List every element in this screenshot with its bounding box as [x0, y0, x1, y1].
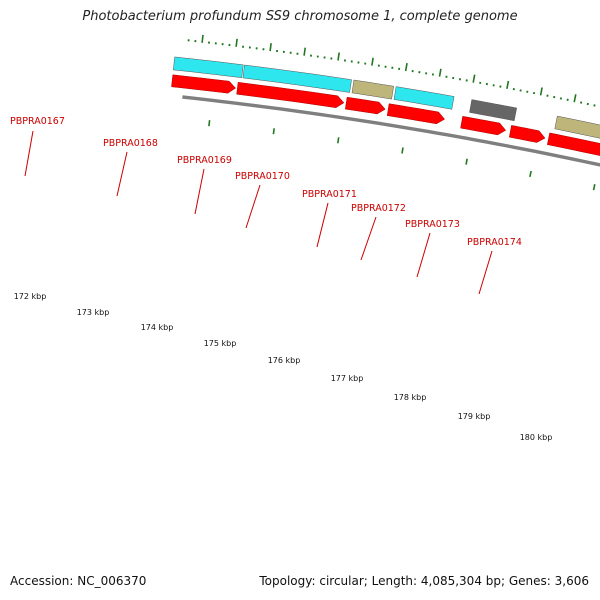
- accession-text: Accession: NC_006370: [10, 574, 147, 588]
- gene-leader-line: [24, 130, 34, 177]
- feature-block: [469, 99, 517, 122]
- cds-arrow: [386, 103, 445, 125]
- feature-block: [554, 115, 600, 139]
- map-title: Photobacterium profundum SS9 chromosome …: [82, 9, 518, 24]
- inner-scale-tick: [592, 184, 596, 191]
- cds-arrow: [460, 116, 507, 136]
- gene-leader-line: [360, 216, 377, 261]
- kbp-label: 173 kbp: [77, 308, 110, 317]
- outer-scale-tick: [438, 68, 442, 77]
- outer-scale-tick: [303, 47, 306, 56]
- cds-arrow: [171, 74, 236, 94]
- feature-block: [173, 56, 244, 78]
- gene-label: PBPRA0170: [235, 171, 290, 182]
- kbp-label: 174 kbp: [141, 323, 174, 332]
- inner-scale-tick: [401, 147, 404, 154]
- inner-scale-tick: [529, 170, 532, 178]
- feature-block: [393, 86, 455, 110]
- gene-leader-line: [245, 184, 261, 229]
- kbp-label: 172 kbp: [14, 292, 47, 301]
- inner-scale-tick: [208, 120, 211, 127]
- genome-backbone: [182, 95, 600, 167]
- kbp-label: 176 kbp: [268, 356, 301, 365]
- outer-scale-tick: [566, 98, 569, 102]
- genome-summary-text: Topology: circular; Length: 4,085,304 bp…: [259, 574, 589, 588]
- kbp-label: 179 kbp: [458, 412, 491, 421]
- kbp-label: 180 kbp: [520, 433, 553, 442]
- feature-block: [242, 64, 352, 93]
- cds-arrow: [547, 132, 600, 156]
- cds-arrow: [236, 82, 345, 108]
- outer-scale-tick: [201, 34, 204, 43]
- outer-scale-tick: [337, 52, 340, 61]
- outer-scale-tick: [404, 62, 408, 72]
- outer-scale-tick: [539, 87, 543, 96]
- inner-scale-tick: [337, 137, 340, 144]
- cds-arrow: [509, 125, 546, 143]
- outer-scale-tick: [472, 74, 476, 83]
- feature-block: [351, 79, 394, 100]
- kbp-label: 177 kbp: [331, 374, 364, 383]
- gene-leader-line: [194, 168, 205, 215]
- gene-label: PBPRA0171: [302, 189, 357, 200]
- gene-label: PBPRA0167: [10, 116, 65, 127]
- outer-scale-tick: [573, 94, 577, 103]
- inner-scale-tick: [272, 128, 275, 135]
- outer-scale-tick: [235, 38, 238, 47]
- gene-leader-line: [116, 151, 128, 197]
- outer-scale-tick: [506, 80, 510, 89]
- gene-label: PBPRA0168: [103, 138, 158, 149]
- outer-scale-tick: [371, 57, 374, 66]
- gene-leader-line: [478, 250, 493, 295]
- cds-arrow: [345, 96, 386, 115]
- gene-label: PBPRA0169: [177, 155, 232, 166]
- gene-label: PBPRA0173: [405, 219, 460, 230]
- kbp-label: 178 kbp: [394, 393, 427, 402]
- inner-scale-tick: [465, 158, 468, 165]
- kbp-label: 175 kbp: [204, 339, 237, 348]
- gene-label: PBPRA0174: [467, 237, 522, 248]
- gene-leader-line: [416, 232, 431, 278]
- gene-leader-line: [316, 202, 329, 248]
- gene-label: PBPRA0172: [351, 203, 406, 214]
- outer-scale-tick: [269, 43, 272, 52]
